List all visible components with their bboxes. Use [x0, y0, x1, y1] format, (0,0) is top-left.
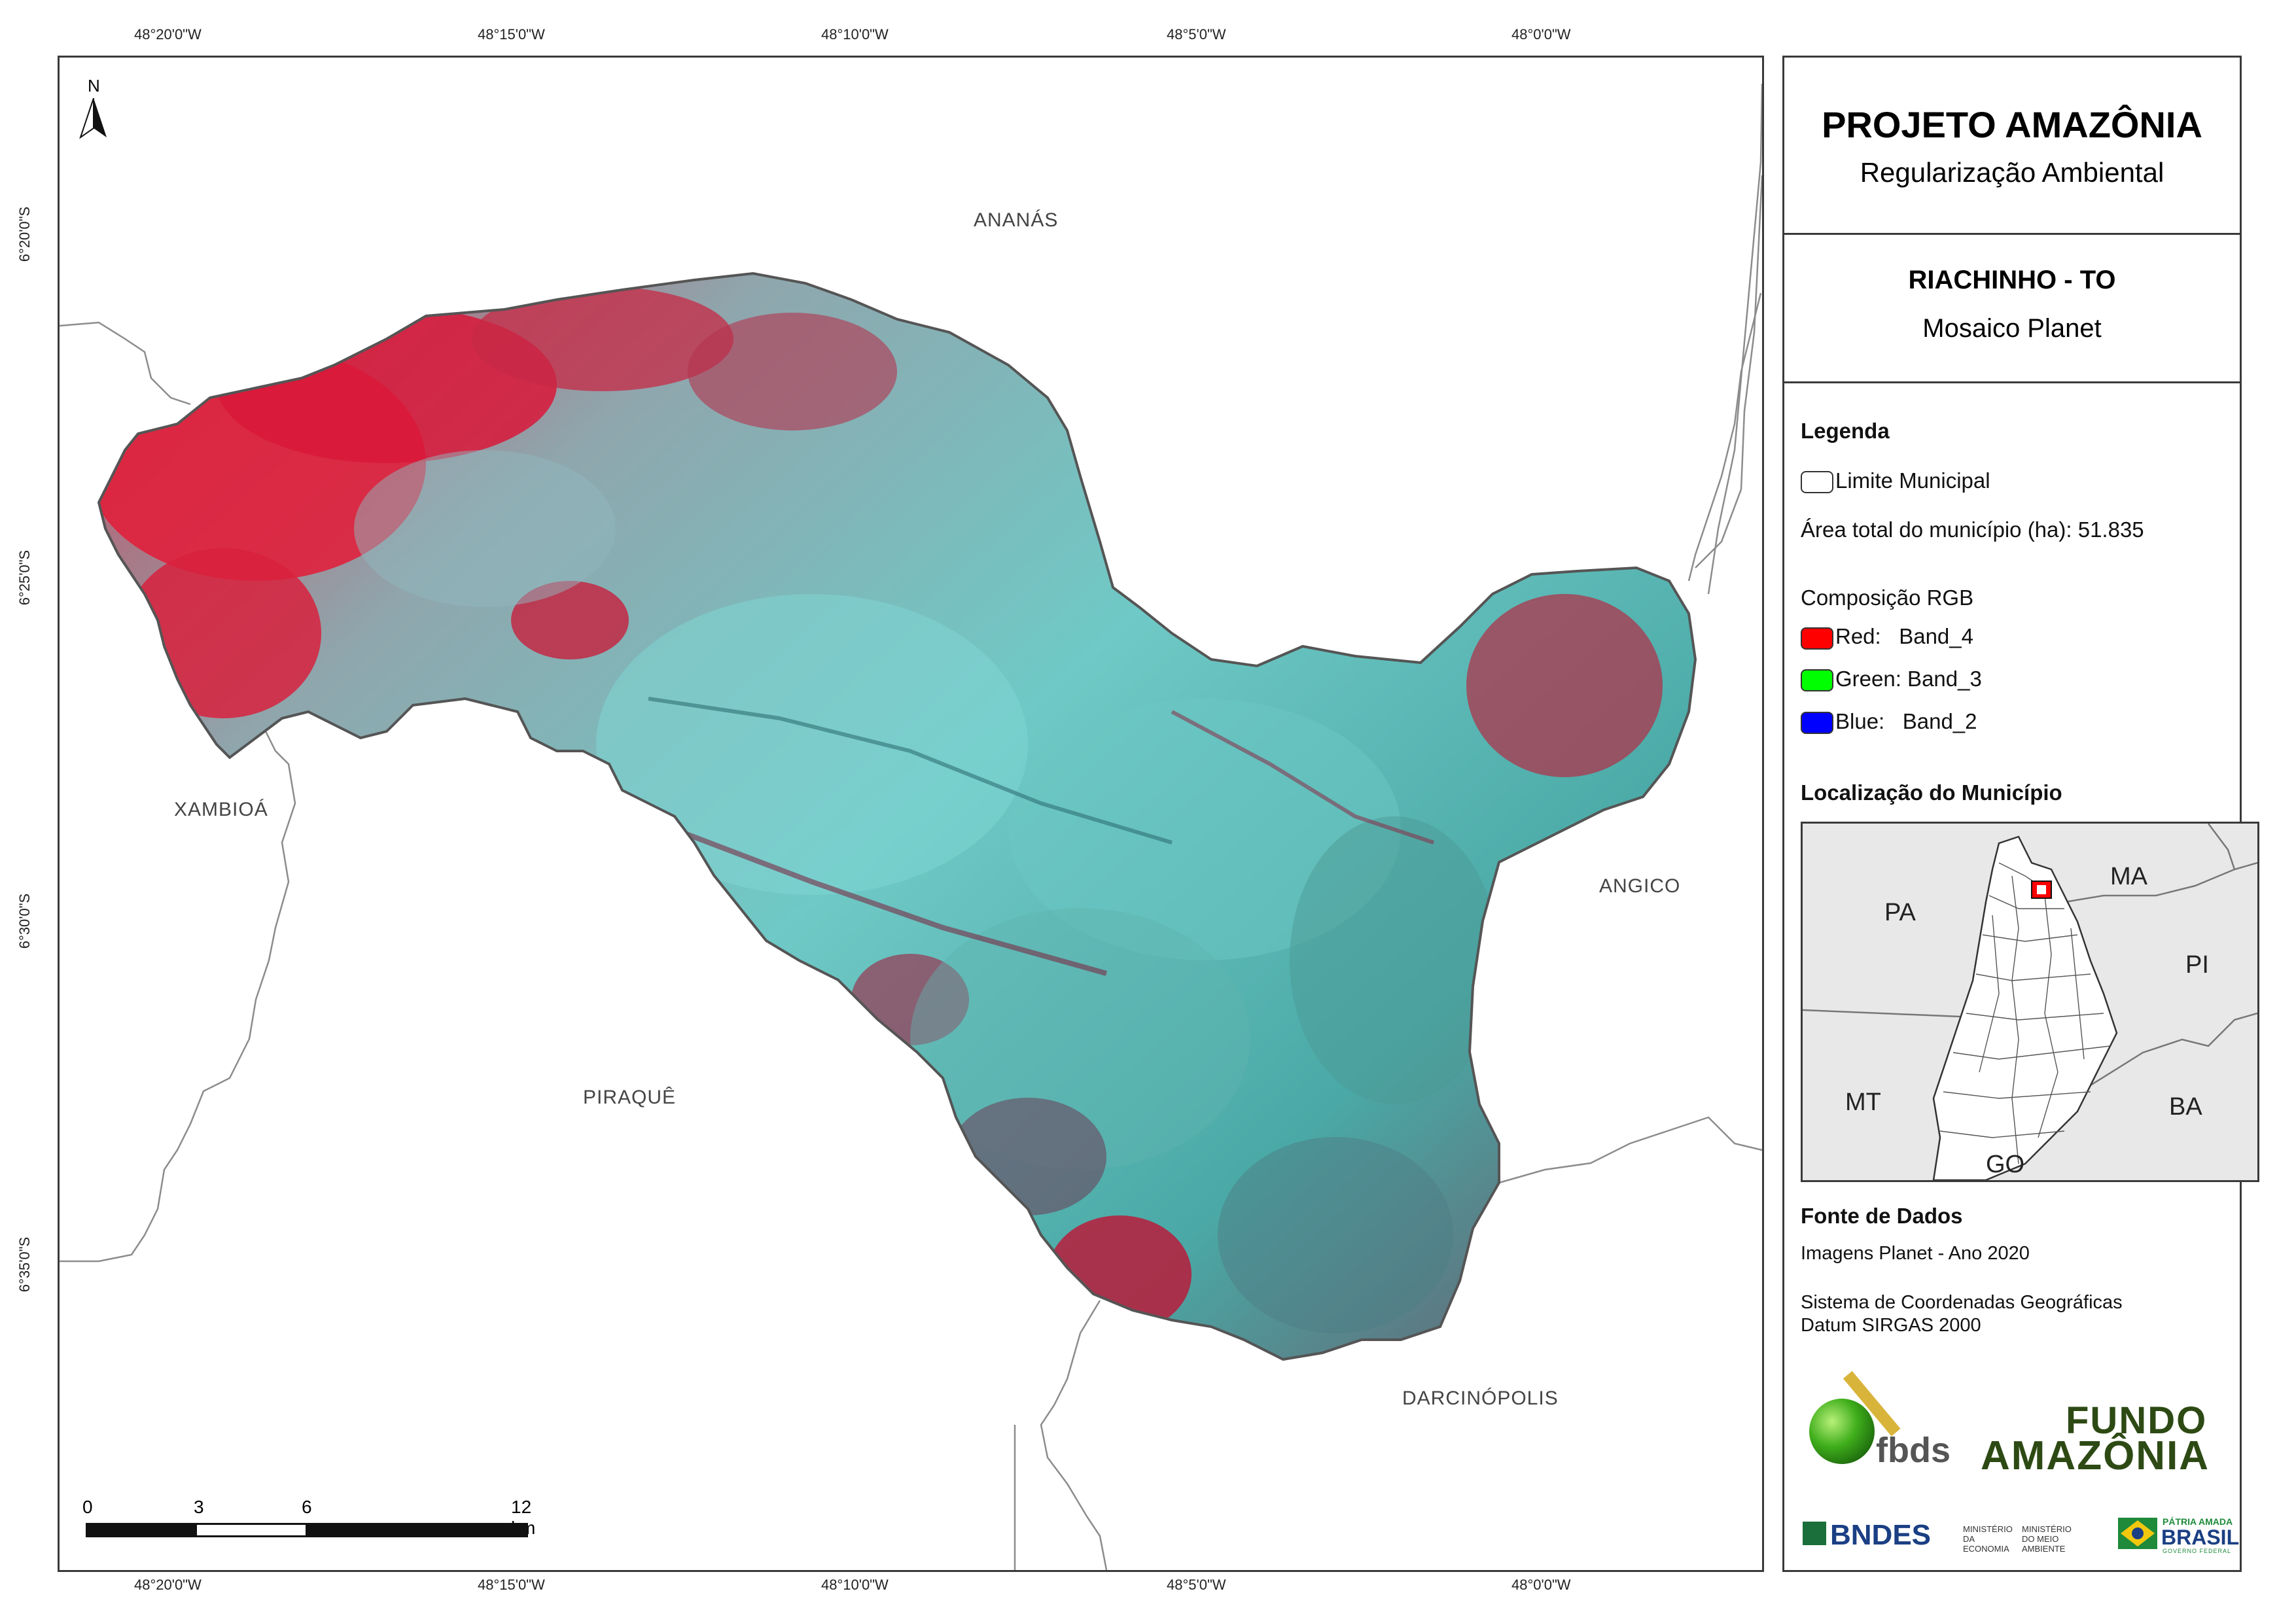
scale-tick-6: 6	[302, 1497, 312, 1517]
inset-map	[1803, 824, 2257, 1180]
green-swatch	[1801, 669, 1833, 691]
north-label: N	[88, 76, 100, 96]
neighbor-label-darcinopolis: DARCINÓPOLIS	[1402, 1387, 1559, 1409]
bndes-icon	[1803, 1522, 1826, 1545]
project-title: PROJETO AMAZÔNIA	[1822, 104, 2202, 145]
inset-label-pa: PA	[1884, 899, 1916, 926]
map-frame[interactable]: N ANANÁS XAMBIOÁ ANGICO PIRAQUÊ DARCINÓP…	[58, 56, 1764, 1572]
source-datum: Datum SIRGAS 2000	[1801, 1315, 1981, 1336]
fbds-logo: fbds	[1804, 1366, 1954, 1470]
municipality-subtitle: Mosaico Planet	[1922, 314, 2102, 343]
location-title: Localização do Município	[1801, 780, 2062, 805]
longitude-label-top: 48°15'0"W	[478, 26, 545, 43]
north-arrow-icon	[79, 98, 107, 139]
government-logos: BNDES MINISTÉRIO DA ECONOMIA MINISTÉRIO …	[1803, 1516, 2241, 1556]
governo-federal-text: GOVERNO FEDERAL	[2163, 1548, 2232, 1554]
location-inset: PA MA PI MT BA GO	[1801, 822, 2259, 1182]
longitude-label-top: 48°20'0"W	[134, 26, 202, 43]
sources-title: Fonte de Dados	[1801, 1204, 1963, 1228]
ministry-economy-text: MINISTÉRIO DA ECONOMIA	[1963, 1524, 2013, 1554]
rgb-blue-label: Blue: Band_2	[1835, 709, 1977, 733]
inset-label-mt: MT	[1845, 1089, 1881, 1116]
latitude-label: 6°20'0"S	[16, 206, 33, 262]
fundo-logo-text: FUNDO	[2066, 1399, 2208, 1442]
scale-tick-3: 3	[194, 1497, 204, 1517]
neighbor-label-piraque: PIRAQUÊ	[583, 1087, 677, 1108]
latitude-label: 6°35'0"S	[16, 1236, 33, 1293]
legend-title: Legenda	[1801, 419, 1890, 443]
rgb-red-label: Red: Band_4	[1835, 624, 1973, 648]
fbds-logo-text: fbds	[1876, 1431, 1951, 1470]
limit-label: Limite Municipal	[1835, 468, 1990, 493]
longitude-label-bottom: 48°20'0"W	[134, 1577, 202, 1593]
neighbor-boundaries	[60, 83, 1762, 1570]
source-imagery: Imagens Planet - Ano 2020	[1801, 1243, 2030, 1264]
amazonia-logo-text: AMAZÔNIA	[1981, 1433, 2210, 1478]
longitude-label-top: 48°10'0"W	[821, 26, 889, 43]
longitude-label-bottom: 48°5'0"W	[1167, 1577, 1226, 1593]
longitude-label-top: 48°0'0"W	[1511, 26, 1571, 43]
longitude-label-bottom: 48°15'0"W	[478, 1577, 545, 1593]
inset-label-ma: MA	[2110, 863, 2147, 890]
inset-label-go: GO	[1986, 1151, 2025, 1178]
red-swatch	[1801, 627, 1833, 650]
rgb-title: Composição RGB	[1801, 585, 1974, 610]
scale-bar: 0 3 6 12 km	[79, 1497, 537, 1538]
latitude-label: 6°25'0"S	[16, 550, 33, 606]
neighbor-label-ananas: ANANÁS	[974, 209, 1059, 231]
legend-panel: PROJETO AMAZÔNIA Regularização Ambiental…	[1782, 56, 2259, 1572]
map-canvas[interactable]	[60, 58, 1762, 1570]
longitude-label-top: 48°5'0"W	[1167, 26, 1226, 43]
rgb-green-label: Green: Band_3	[1835, 667, 1982, 691]
satellite-mosaic	[99, 273, 1695, 1359]
bndes-logo-text: BNDES	[1830, 1519, 1932, 1551]
north-arrow: N	[74, 76, 113, 139]
inset-label-ba: BA	[2169, 1093, 2202, 1121]
source-coordinate-system: Sistema de Coordenadas Geográficas	[1801, 1292, 2123, 1313]
neighbor-label-angico: ANGICO	[1599, 875, 1681, 897]
neighbor-label-xambioa: XAMBIOÁ	[174, 799, 268, 820]
project-subtitle: Regularização Ambiental	[1860, 157, 2164, 188]
municipality-title: RIACHINHO - TO	[1908, 266, 2116, 294]
latitude-label: 6°30'0"S	[16, 893, 33, 949]
fbds-logo-icon	[1809, 1370, 1901, 1464]
limit-swatch	[1801, 471, 1833, 493]
fundo-amazonia-logo: FUNDO AMAZÔNIA	[1981, 1399, 2229, 1478]
longitude-label-bottom: 48°0'0"W	[1511, 1577, 1571, 1593]
area-label: Área total do município (ha): 51.835	[1801, 517, 2144, 542]
patria-amada-text: PÁTRIA AMADA	[2163, 1516, 2233, 1527]
brasil-text: BRASIL	[2161, 1526, 2240, 1549]
scale-tick-0: 0	[82, 1497, 93, 1517]
ministry-environment-text: MINISTÉRIO DO MEIO AMBIENTE	[2022, 1524, 2072, 1554]
inset-label-pi: PI	[2185, 951, 2209, 979]
longitude-label-bottom: 48°10'0"W	[821, 1577, 889, 1593]
brazil-flag-icon	[2118, 1518, 2157, 1549]
blue-swatch	[1801, 712, 1833, 734]
